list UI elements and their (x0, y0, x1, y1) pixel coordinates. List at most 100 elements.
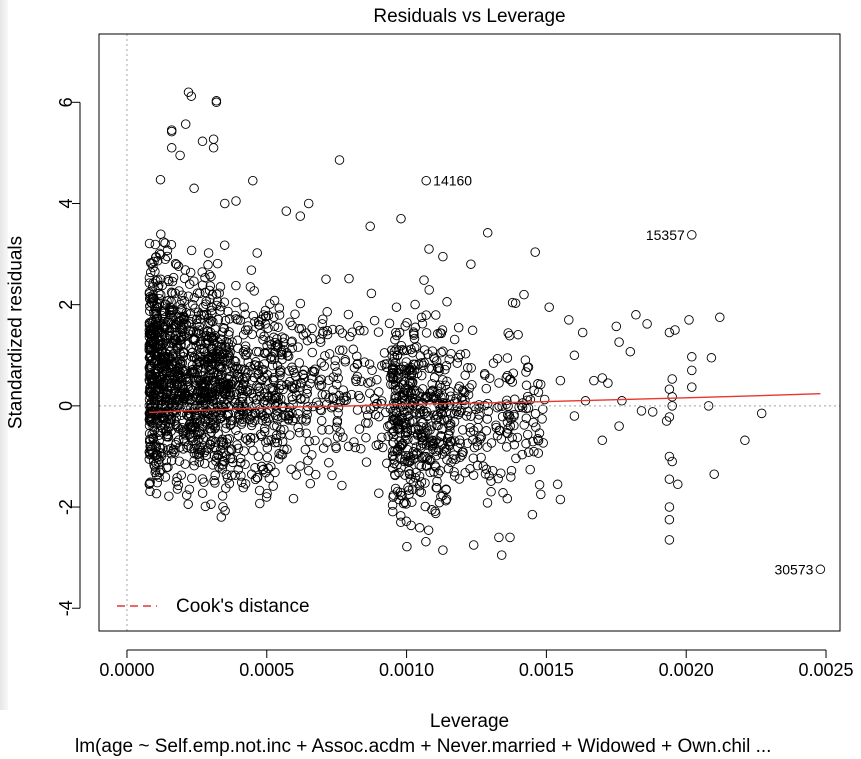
data-point (667, 401, 677, 411)
data-point (221, 423, 231, 433)
data-point (521, 438, 531, 449)
data-point (416, 370, 427, 381)
data-point (344, 273, 354, 284)
data-point (201, 414, 211, 425)
data-point (406, 388, 416, 398)
data-point (178, 396, 188, 406)
data-point (507, 432, 517, 443)
data-point (404, 468, 415, 479)
data-point (536, 489, 546, 500)
data-point (288, 399, 298, 410)
data-point (421, 175, 431, 186)
data-point (144, 278, 155, 288)
data-point (168, 388, 178, 399)
data-point (259, 348, 270, 359)
data-point (192, 393, 203, 403)
data-point (185, 419, 196, 429)
data-point (287, 343, 298, 353)
data-point (310, 435, 320, 446)
data-point (236, 471, 246, 481)
data-point (199, 458, 210, 469)
data-point (240, 344, 250, 355)
data-point (394, 391, 404, 402)
data-point (424, 388, 435, 399)
data-point (172, 357, 183, 368)
data-point (402, 317, 412, 328)
data-point (533, 387, 544, 398)
data-point (521, 367, 531, 377)
data-point (430, 508, 441, 519)
data-point (159, 331, 170, 342)
data-point (709, 469, 719, 479)
data-point (231, 280, 241, 291)
data-point (225, 453, 236, 464)
data-point (392, 350, 403, 361)
data-point (420, 451, 430, 462)
data-point (160, 419, 171, 429)
data-point (253, 451, 264, 462)
data-point (667, 392, 677, 402)
data-point (235, 457, 246, 468)
data-point (351, 376, 361, 387)
data-point (218, 502, 228, 512)
x-tick-label: 0.0020 (659, 660, 714, 680)
data-point (509, 394, 520, 405)
data-point (327, 470, 337, 481)
data-point (208, 316, 218, 327)
data-point (337, 328, 348, 338)
data-point (189, 334, 199, 345)
data-point (389, 352, 400, 363)
data-point (343, 309, 354, 320)
data-point (392, 486, 403, 497)
data-point (421, 328, 432, 338)
data-point (353, 390, 364, 401)
data-point (184, 318, 194, 329)
data-point (277, 354, 287, 365)
data-point (322, 437, 332, 447)
data-point (249, 286, 259, 296)
data-point (147, 378, 157, 389)
data-point (511, 453, 521, 464)
data-point (252, 381, 262, 391)
data-point (163, 274, 173, 285)
data-point (208, 143, 219, 153)
data-point (421, 536, 431, 547)
data-point (285, 376, 295, 387)
data-point (268, 481, 278, 491)
data-point (330, 355, 341, 366)
data-point (389, 426, 399, 436)
data-point (259, 426, 270, 437)
data-point (453, 322, 464, 333)
data-point (414, 471, 425, 481)
data-point (230, 356, 241, 367)
plot-frame (98, 33, 841, 632)
data-point (445, 426, 455, 436)
data-point (150, 356, 160, 367)
data-point (388, 372, 398, 382)
data-point (420, 501, 431, 512)
data-point (262, 376, 272, 386)
data-point (285, 317, 295, 327)
data-point (232, 440, 242, 450)
data-point (421, 310, 431, 320)
data-point (422, 426, 433, 436)
data-point (503, 424, 513, 434)
data-point (262, 370, 273, 380)
data-point (421, 461, 432, 472)
data-point (427, 363, 437, 374)
data-point (299, 373, 310, 384)
data-point (161, 409, 171, 419)
data-point (153, 399, 164, 410)
data-point (197, 371, 207, 381)
data-point (166, 239, 177, 250)
data-point (440, 380, 451, 391)
data-point (179, 313, 189, 323)
data-point (361, 432, 371, 443)
data-point (149, 460, 159, 470)
data-point (320, 351, 330, 361)
data-point (317, 328, 328, 339)
data-point (175, 150, 185, 161)
data-point (539, 394, 550, 405)
data-point (533, 435, 544, 446)
data-point (208, 348, 218, 359)
